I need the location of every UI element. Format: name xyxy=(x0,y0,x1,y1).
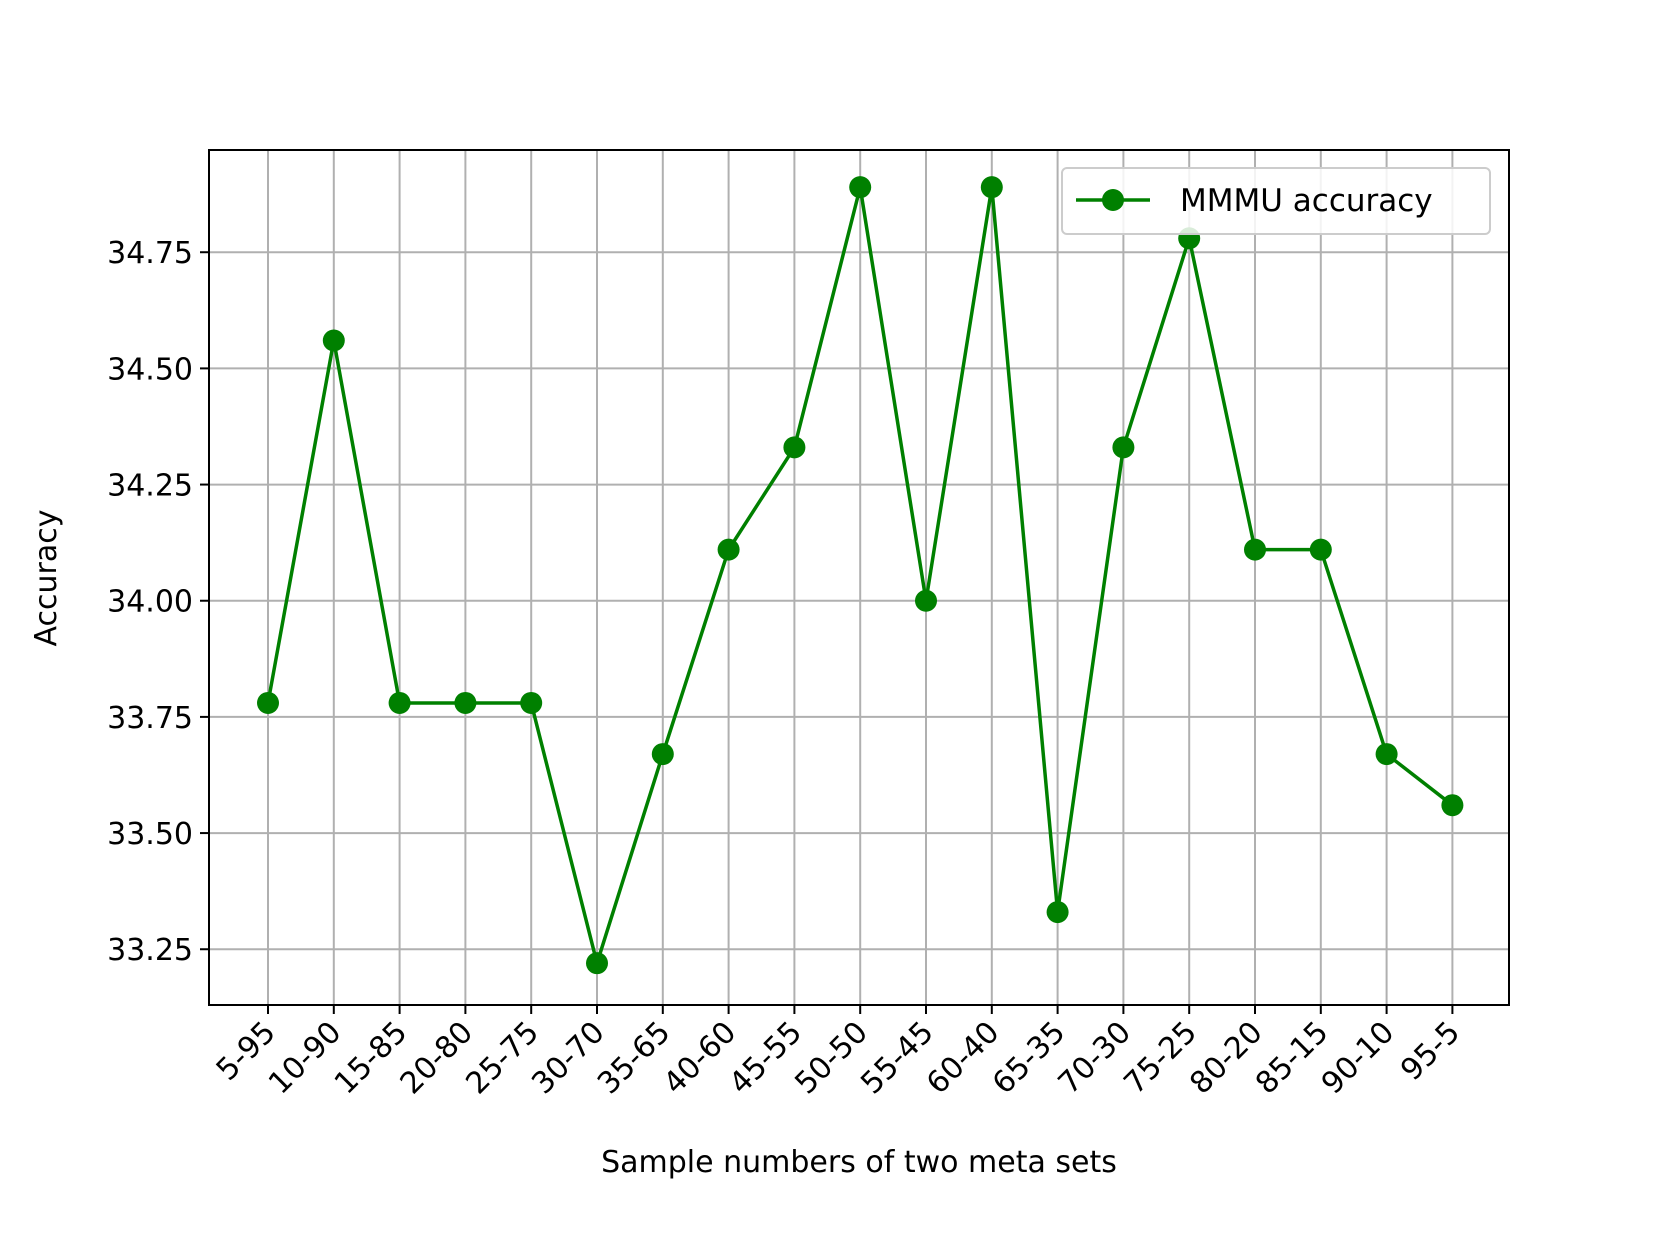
data-point xyxy=(849,176,872,199)
y-tick-label: 34.50 xyxy=(107,352,193,387)
data-point xyxy=(651,743,674,766)
data-point xyxy=(1441,794,1464,817)
plot-frame xyxy=(208,149,1510,1006)
data-point xyxy=(1046,901,1069,924)
data-point xyxy=(322,329,345,352)
series-layer xyxy=(257,176,1464,975)
data-point xyxy=(915,589,937,612)
legend-marker xyxy=(1102,189,1124,211)
legend: MMMU accuracy xyxy=(1061,167,1491,235)
y-tick-label: 34.75 xyxy=(107,236,193,271)
y-tick-label: 34.00 xyxy=(107,585,193,620)
y-tick-label: 33.50 xyxy=(107,817,193,852)
data-point xyxy=(717,538,740,561)
data-point xyxy=(1309,538,1332,561)
y-axis-label: Accuracy xyxy=(29,510,64,647)
data-point xyxy=(257,691,279,714)
data-point xyxy=(980,176,1003,199)
legend-box xyxy=(1061,167,1491,235)
legend-label: MMMU accuracy xyxy=(1180,183,1433,219)
data-point xyxy=(783,436,806,459)
y-tick-label: 33.25 xyxy=(107,933,193,968)
x-axis-label: Sample numbers of two meta sets xyxy=(601,1145,1117,1180)
data-point xyxy=(388,691,411,714)
data-point xyxy=(1244,538,1266,561)
y-axis: 33.25 33.50 33.75 34.00 34.25 34.50 34.75 xyxy=(107,236,209,968)
grid xyxy=(209,150,1509,1005)
data-point xyxy=(586,952,608,975)
data-point xyxy=(1112,436,1135,459)
y-tick-label: 34.25 xyxy=(107,469,193,504)
data-point xyxy=(454,691,477,714)
data-point xyxy=(1375,743,1398,766)
data-point xyxy=(520,691,543,714)
y-tick-label: 33.75 xyxy=(107,701,193,736)
